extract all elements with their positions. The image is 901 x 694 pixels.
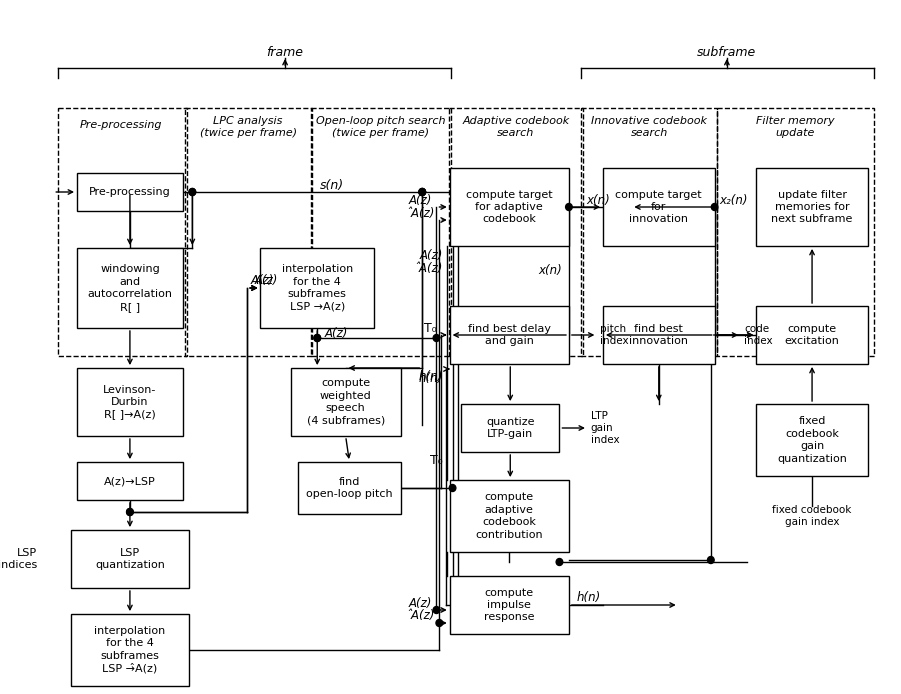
Bar — [71, 614, 188, 686]
Text: ̂A(z): ̂A(z) — [411, 609, 434, 623]
Bar — [450, 306, 569, 364]
Text: compute
impulse
response: compute impulse response — [484, 588, 534, 623]
Circle shape — [189, 189, 196, 196]
Bar — [260, 248, 374, 328]
Bar — [311, 108, 450, 356]
Text: s(n): s(n) — [321, 178, 344, 192]
Text: Pre-processing: Pre-processing — [89, 187, 171, 197]
Bar — [603, 168, 714, 246]
Text: A(z)→LSP: A(z)→LSP — [104, 476, 156, 486]
Text: x₂(n): x₂(n) — [719, 194, 748, 207]
Text: quantize
LTP-gain: quantize LTP-gain — [486, 417, 534, 439]
Text: T₀: T₀ — [431, 453, 443, 466]
Circle shape — [314, 335, 321, 341]
Circle shape — [419, 189, 425, 196]
Bar — [77, 368, 183, 436]
Text: A(z): A(z) — [420, 248, 443, 262]
Circle shape — [127, 509, 133, 516]
Text: compute target
for
innovation: compute target for innovation — [615, 189, 702, 224]
Text: fixed codebook
gain index: fixed codebook gain index — [772, 505, 851, 527]
Circle shape — [556, 559, 563, 566]
Bar — [77, 462, 183, 500]
Text: subframe: subframe — [697, 46, 757, 58]
Text: interpolation
for the 4
subframes
LSP →̂A(z): interpolation for the 4 subframes LSP →̂… — [95, 626, 166, 674]
Text: ̂A(z): ̂A(z) — [420, 262, 443, 275]
Text: Filter memory
update: Filter memory update — [756, 116, 834, 137]
Bar — [298, 462, 401, 514]
Text: pitch
index: pitch index — [600, 324, 629, 346]
Bar — [185, 108, 312, 356]
Bar — [603, 306, 714, 364]
Text: Open-loop pitch search
(twice per frame): Open-loop pitch search (twice per frame) — [316, 116, 445, 137]
Bar — [461, 404, 560, 452]
Circle shape — [711, 203, 718, 210]
Text: x(n): x(n) — [539, 264, 562, 276]
Text: A(z): A(z) — [408, 597, 432, 609]
Text: find best delay
and gain: find best delay and gain — [468, 324, 551, 346]
Bar — [58, 108, 187, 356]
Circle shape — [189, 189, 196, 196]
Text: interpolation
for the 4
subframes
LSP →A(z): interpolation for the 4 subframes LSP →A… — [282, 264, 353, 312]
Bar — [450, 480, 569, 552]
Text: compute
weighted
speech
(4 subframes): compute weighted speech (4 subframes) — [306, 378, 385, 425]
Circle shape — [419, 189, 425, 196]
Text: h(n): h(n) — [419, 369, 443, 382]
Circle shape — [707, 557, 714, 564]
Text: A(z): A(z) — [255, 273, 278, 287]
Text: fixed
codebook
gain
quantization: fixed codebook gain quantization — [778, 416, 847, 464]
Text: LPC analysis
(twice per frame): LPC analysis (twice per frame) — [200, 116, 296, 137]
Text: Innovative codebook
search: Innovative codebook search — [591, 116, 707, 137]
Text: find best
innovation: find best innovation — [629, 324, 688, 346]
Bar — [449, 108, 583, 356]
Text: LTP
gain
index: LTP gain index — [591, 412, 619, 445]
Text: ̂A(z): ̂A(z) — [411, 207, 434, 219]
Text: compute target
for adaptive
codebook: compute target for adaptive codebook — [466, 189, 552, 224]
Text: Adaptive codebook
search: Adaptive codebook search — [462, 116, 569, 137]
Bar — [77, 248, 183, 328]
Circle shape — [127, 509, 133, 516]
Bar — [756, 404, 868, 476]
Bar — [77, 173, 183, 211]
Text: T₀: T₀ — [423, 321, 436, 335]
Text: update filter
memories for
next subframe: update filter memories for next subframe — [771, 189, 852, 224]
Text: A(z): A(z) — [408, 194, 432, 207]
Text: LSP
indices: LSP indices — [0, 548, 37, 570]
Text: h(n): h(n) — [577, 591, 601, 604]
Text: frame: frame — [267, 46, 304, 58]
Text: LSP
quantization: LSP quantization — [95, 548, 165, 570]
Circle shape — [314, 335, 321, 341]
Text: compute
excitation: compute excitation — [785, 324, 840, 346]
Text: A(z): A(z) — [251, 273, 275, 287]
Bar — [716, 108, 874, 356]
Bar — [450, 168, 569, 246]
Circle shape — [566, 203, 572, 210]
Bar — [450, 576, 569, 634]
Bar — [756, 306, 868, 364]
Text: code
index: code index — [744, 324, 772, 346]
Text: find
open-loop pitch: find open-loop pitch — [306, 477, 393, 499]
Bar — [71, 530, 188, 588]
Bar — [291, 368, 401, 436]
Bar — [581, 108, 717, 356]
Circle shape — [419, 189, 425, 196]
Text: x(n): x(n) — [586, 194, 610, 207]
Text: h(n): h(n) — [419, 371, 443, 384]
Bar — [756, 168, 868, 246]
Circle shape — [436, 620, 442, 627]
Circle shape — [433, 335, 440, 341]
Circle shape — [433, 607, 440, 613]
Text: A(z): A(z) — [325, 326, 348, 339]
Text: windowing
and
autocorrelation
R[ ]: windowing and autocorrelation R[ ] — [87, 264, 172, 312]
Circle shape — [450, 484, 456, 491]
Text: Levinson-
Durbin
R[ ]→A(z): Levinson- Durbin R[ ]→A(z) — [104, 384, 157, 419]
Text: Pre-processing: Pre-processing — [79, 120, 161, 130]
Text: compute
adaptive
codebook
contribution: compute adaptive codebook contribution — [476, 493, 543, 540]
